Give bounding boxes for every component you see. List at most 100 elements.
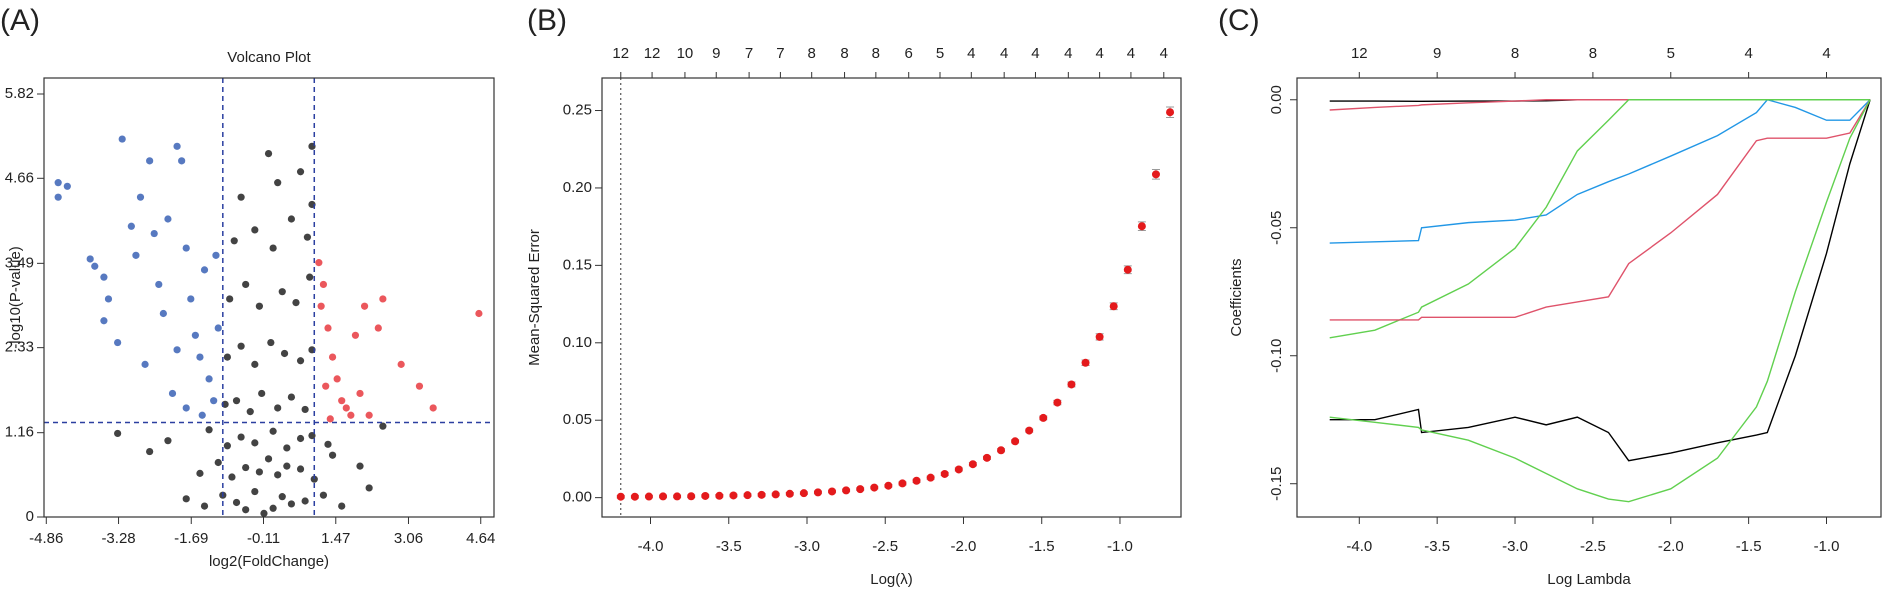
x-tick-label: 4.64	[466, 530, 495, 547]
point	[91, 262, 99, 270]
point	[283, 444, 291, 452]
point	[898, 479, 907, 488]
point	[757, 490, 766, 499]
top-tick-label: 7	[776, 45, 784, 62]
top-tick-label: 8	[808, 45, 816, 62]
point	[415, 382, 424, 390]
x-axis-label: log2(FoldChange)	[209, 553, 329, 570]
point	[200, 502, 209, 510]
point	[164, 437, 172, 445]
point	[100, 273, 108, 281]
plot-frame	[601, 77, 1182, 518]
point	[251, 360, 259, 368]
top-tick-label: 4	[1822, 45, 1830, 62]
top-tick-label: 9	[1433, 45, 1441, 62]
point	[228, 473, 236, 481]
point	[267, 338, 275, 347]
point	[324, 324, 332, 332]
panel-label: (B)	[527, 4, 567, 37]
x-tick-label: -4.0	[638, 538, 664, 555]
coefficient-path	[1329, 99, 1871, 503]
y-tick-label: 1.16	[5, 424, 34, 441]
point	[173, 142, 181, 150]
x-tick-label: -0.11	[247, 530, 280, 547]
top-tick-label: 4	[1160, 45, 1168, 62]
x-axis-label: Log Lambda	[1547, 571, 1631, 588]
y-tick-label: 2.33	[5, 339, 34, 356]
x-tick-label: 3.06	[394, 530, 423, 547]
point	[205, 375, 213, 383]
point	[230, 237, 238, 245]
top-tick-label: 12	[644, 45, 661, 62]
top-tick-label: 4	[1031, 45, 1039, 62]
x-tick-label: -2.0	[1658, 538, 1684, 555]
point	[673, 492, 682, 501]
point	[1011, 437, 1020, 446]
point	[155, 280, 163, 289]
y-tick-label: -0.15	[1268, 467, 1285, 501]
point	[146, 447, 154, 456]
point	[280, 349, 289, 358]
point	[86, 255, 94, 263]
point	[182, 244, 190, 252]
y-tick-label: 0.20	[563, 179, 592, 196]
point	[616, 492, 625, 501]
point	[114, 429, 122, 438]
point	[150, 229, 158, 238]
point	[182, 404, 190, 412]
point	[196, 469, 204, 477]
x-tick-label: -3.0	[1502, 538, 1528, 555]
point	[1081, 358, 1090, 367]
point	[365, 484, 373, 492]
point	[237, 193, 245, 201]
top-tick-label: 4	[967, 45, 975, 62]
point	[360, 302, 369, 310]
top-tick-label: 10	[677, 45, 694, 62]
point	[301, 497, 309, 505]
top-tick-label: 8	[840, 45, 848, 62]
point	[333, 375, 341, 383]
point	[100, 317, 108, 325]
point	[278, 288, 286, 296]
point	[870, 483, 879, 492]
point	[342, 404, 350, 412]
point	[287, 393, 296, 401]
y-tick-label: 0.00	[563, 489, 592, 506]
y-axis-label: Mean-Squared Error	[526, 229, 543, 366]
top-tick-label: 6	[905, 45, 913, 62]
point	[630, 492, 639, 501]
point	[296, 168, 305, 176]
top-tick-label: 4	[1064, 45, 1072, 62]
point	[926, 473, 935, 482]
point	[940, 469, 949, 478]
point	[1095, 332, 1104, 341]
x-tick-label: -4.86	[29, 530, 63, 547]
y-tick-label: 3.49	[5, 254, 34, 271]
point	[296, 465, 305, 473]
point	[269, 504, 277, 512]
point	[1039, 413, 1048, 422]
point	[168, 389, 177, 398]
point	[687, 492, 696, 501]
point	[274, 471, 282, 479]
point	[232, 498, 241, 507]
point	[146, 157, 154, 165]
point	[173, 346, 181, 354]
panel-label: (A)	[0, 4, 40, 37]
y-axis-label: Coefficients	[1228, 258, 1245, 336]
y-tick-label: 0.25	[563, 101, 592, 118]
top-tick-label: 9	[712, 45, 720, 62]
point	[274, 404, 282, 412]
point	[205, 426, 213, 434]
point	[315, 259, 323, 267]
point	[310, 475, 318, 483]
y-tick-label: 0.00	[1268, 85, 1285, 114]
x-tick-label: -2.0	[951, 538, 977, 555]
point	[292, 298, 300, 307]
point	[200, 266, 209, 274]
point	[328, 353, 337, 361]
point	[1053, 398, 1062, 407]
point	[379, 295, 387, 303]
point	[884, 481, 893, 490]
